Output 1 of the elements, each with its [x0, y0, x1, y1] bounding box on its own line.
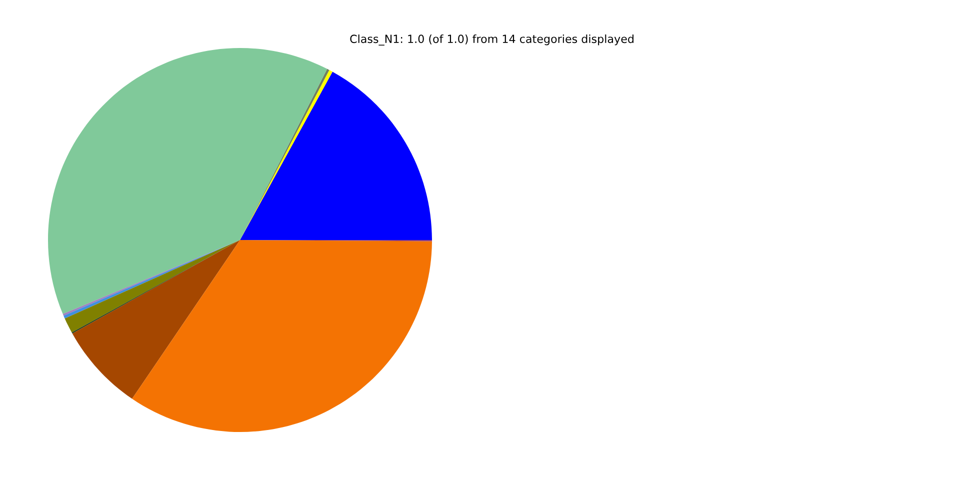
text: Class_N1: 1.0 (of 1.0) from 14 categories displayed: [350, 34, 634, 46]
